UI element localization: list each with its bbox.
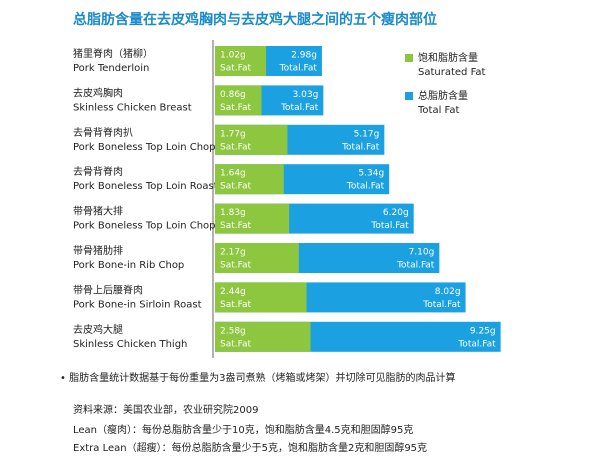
bar [215,85,262,116]
footnote: • 脂肪含量统计数据基于每份重量为3盎司煮熟（烤箱或烤架）并切除可见脂肪的肉品计… [60,371,455,384]
value-label: 2.17g [220,248,246,258]
value-label: 0.86g [220,90,246,100]
series-tag: Total.Fat [280,103,319,113]
category-label-en: Pork Tenderloin [73,63,149,74]
category-label: 带骨上后腰脊肉 [73,283,143,296]
value-label: 1.83g [220,208,246,218]
series-tag: Total.Fat [346,182,385,192]
category-label-en: Pork Bone-in Rib Chop [73,260,184,271]
chart-title: 总脂肪含量在去皮鸡胸肉与去皮鸡大腿之间的五个瘦肉部位 [73,11,437,28]
bar [215,203,290,234]
legend-label: 饱和脂肪含量 [418,51,478,64]
legend-label-en: Saturated Fat [418,67,486,78]
series-tag: Sat.Fat [220,182,251,192]
value-label: 1.02g [220,51,246,61]
value-label: 9.25g [470,326,496,336]
footnote: Extra Lean（超瘦）：每份总脂肪含量少于5克，饱和脂肪含量2克和胆固醇9… [73,441,427,454]
value-label: 8.02g [435,287,461,297]
value-label: 1.77g [220,129,246,139]
series-tag: Total.Fat [396,261,435,271]
series-tag: Sat.Fat [220,103,251,113]
series-tag: Sat.Fat [220,300,251,310]
series-tag: Sat.Fat [220,339,251,349]
category-label-en: Skinless Chicken Thigh [73,339,187,350]
footnote: Lean（瘦肉）：每份总脂肪含量少于10克，饱和脂肪含量4.5克和胆固醇95克 [73,423,413,436]
bar [215,124,288,155]
value-label: 1.64g [220,169,246,179]
bar [215,46,267,76]
bar [215,321,311,352]
series-tag: Sat.Fat [220,261,251,271]
category-label: 去骨背脊肉 [73,165,123,178]
value-label: 5.17g [354,129,380,139]
series-tag: Sat.Fat [220,221,251,231]
category-label: 去皮鸡胸肉 [73,86,123,99]
series-tag: Total.Fat [457,339,496,349]
series-tag: Total.Fat [370,221,409,231]
series-tag: Total.Fat [279,64,318,74]
category-label: 去骨背脊肉扒 [73,126,133,139]
category-label: 带骨猪肋排 [73,244,123,257]
legend-swatch [405,92,413,100]
legend-label-en: Total Fat [417,105,459,116]
series-tag: Sat.Fat [220,64,251,74]
value-label: 5.34g [358,169,384,179]
legend-label: 总脂肪含量 [418,89,468,102]
category-label-en: Skinless Chicken Breast [73,102,192,113]
value-label: 6.20g [383,208,409,218]
value-label: 2.98g [291,51,317,61]
legend-swatch [405,54,413,62]
series-tag: Total.Fat [341,142,380,152]
category-label-en: Pork Boneless Top Loin Chop [73,142,216,153]
value-label: 7.10g [409,248,435,258]
category-label: 带骨猪大排 [73,205,123,218]
bar [215,164,284,195]
bar [215,243,299,273]
series-tag: Total.Fat [422,300,461,310]
category-label-en: Pork Boneless Top Loin Chop [73,221,216,232]
footnote: 资料来源：美国农业部，农业研究院2009 [73,403,258,416]
category-label: 猪里脊肉（猪柳） [73,47,153,60]
series-tag: Sat.Fat [220,142,251,152]
category-label: 去皮鸡大腿 [73,323,123,336]
value-label: 2.58g [220,326,246,336]
value-label: 3.03g [293,90,319,100]
bar [215,282,307,313]
category-label-en: Pork Boneless Top Loin Roast [73,181,218,192]
category-label-en: Pork Bone-in Sirloin Roast [73,299,202,310]
value-label: 2.44g [220,287,246,297]
